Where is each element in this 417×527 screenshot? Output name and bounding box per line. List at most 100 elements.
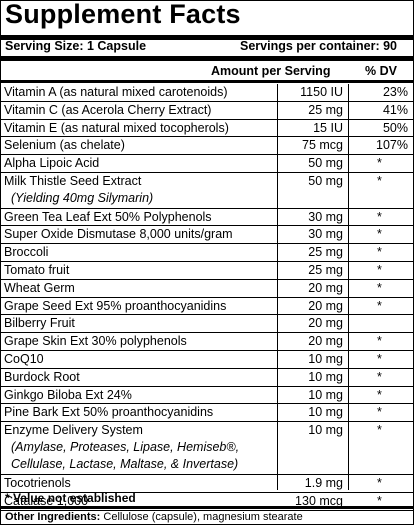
amount-header: Amount per Serving — [211, 64, 331, 78]
other-ingredients-label: Other Ingredients: — [5, 511, 101, 523]
table-row: Broccoli 25 mg * — [1, 244, 413, 262]
table-row: CoQ10 10 mg * — [1, 351, 413, 369]
nutrient-dv: * — [377, 245, 382, 260]
nutrient-name: Vitamin E (as natural mixed tocopherols) — [4, 120, 229, 135]
nutrient-dv: * — [377, 405, 382, 420]
nutrient-name: Catalase 1,000 — [4, 493, 89, 508]
nutrient-name: CoQ10 — [4, 351, 44, 366]
nutrient-dv: * — [377, 369, 382, 384]
header-divider — [1, 80, 413, 83]
table-row: Vitamin C (as Acerola Cherry Extract) 25 … — [1, 102, 413, 120]
table-row: Selenium (as chelate) 75 mcg 107% — [1, 137, 413, 156]
table-row: Tocotrienols 1.9 mg * — [1, 475, 413, 493]
nutrient-amount: 20 mg — [308, 298, 343, 313]
serving-size: Serving Size: 1 Capsule — [5, 39, 147, 53]
footnote-divider — [1, 506, 413, 509]
nutrient-name: Ginkgo Biloba Ext 24% — [4, 387, 132, 402]
nutrient-dv: * — [377, 298, 382, 313]
nutrient-name: Green Tea Leaf Ext 50% Polyphenols — [4, 209, 212, 224]
nutrient-dv: 23% — [382, 85, 408, 99]
nutrient-amount: 10 mg — [308, 351, 343, 366]
nutrient-amount: 25 mg — [308, 102, 343, 117]
table-row: Bilberry Fruit 20 mg — [1, 315, 413, 334]
nutrient-amount: 130 mcg — [295, 493, 343, 508]
title-divider — [1, 35, 413, 40]
nutrient-name: Grape Seed Ext 95% proanthocyanidins — [4, 298, 227, 313]
nutrient-amount: 75 mcg — [302, 138, 343, 153]
table-row: Milk Thistle Seed Extract (Yielding 40mg … — [1, 173, 413, 209]
nutrient-dv: * — [377, 387, 382, 402]
table-row: Wheat Germ 20 mg * — [1, 280, 413, 298]
table-row: Green Tea Leaf Ext 50% Polyphenols 30 mg * — [1, 209, 413, 227]
nutrient-name: Broccoli — [4, 245, 49, 260]
nutrient-name: Pine Bark Ext 50% proanthocyanidins — [4, 405, 214, 420]
nutrient-name: Super Oxide Dismutase 8,000 units/gram — [4, 227, 233, 242]
other-ingredients-text: Cellulose (capsule), magnesium stearate — [100, 511, 303, 523]
nutrient-name: Wheat Germ — [4, 280, 75, 295]
nutrient-table: Vitamin A (as natural mixed carotenoids)… — [1, 84, 413, 511]
other-ingredients: Other Ingredients: Cellulose (capsule), … — [5, 511, 303, 523]
nutrient-dv: * — [377, 280, 382, 295]
nutrient-amount: 30 mg — [308, 209, 343, 224]
nutrient-dv: * — [377, 173, 382, 188]
nutrient-note: (Amylase, Proteases, Lipase, Hemiseb®, — [11, 440, 240, 455]
nutrient-name: Vitamin A (as natural mixed carotenoids) — [4, 85, 228, 99]
nutrient-amount: 25 mg — [308, 262, 343, 277]
nutrient-amount: 50 mg — [308, 173, 343, 188]
nutrient-dv: 50% — [382, 120, 408, 135]
table-row: Alpha Lipoic Acid 50 mg * — [1, 155, 413, 173]
nutrient-amount: 1150 IU — [300, 85, 343, 99]
servings-per-container: Servings per container: 90 — [239, 39, 397, 53]
nutrient-name: Selenium (as chelate) — [4, 138, 125, 153]
table-row: Grape Seed Ext 95% proanthocyanidins 20 m… — [1, 298, 413, 316]
amount-column-divider — [277, 84, 278, 490]
table-row: Vitamin E (as natural mixed tocopherols)… — [1, 120, 413, 138]
nutrient-amount: 20 mg — [308, 334, 343, 349]
table-row: Grape Skin Ext 30% polyphenols 20 mg * — [1, 333, 413, 351]
nutrient-dv: 41% — [382, 102, 408, 117]
nutrient-dv: * — [377, 227, 382, 242]
nutrient-amount: 15 IU — [313, 120, 343, 135]
nutrient-name: Alpha Lipoic Acid — [4, 156, 100, 171]
table-row: Catalase 1,000 130 mcg * — [1, 493, 413, 511]
nutrient-dv: 107% — [376, 138, 408, 153]
nutrient-amount: 20 mg — [308, 280, 343, 295]
dv-header: % DV — [365, 64, 397, 78]
table-row: Enzyme Delivery System (Amylase, Protease… — [1, 422, 413, 476]
dv-column-divider — [348, 84, 349, 490]
nutrient-dv: * — [377, 423, 382, 438]
column-header: Amount per Serving % DV — [1, 61, 413, 80]
footnote: * Value not established — [5, 491, 136, 505]
nutrient-dv: * — [377, 209, 382, 224]
table-row: Ginkgo Biloba Ext 24% 10 mg * — [1, 387, 413, 405]
table-row: Pine Bark Ext 50% proanthocyanidins 10 mg… — [1, 404, 413, 423]
nutrient-name: Bilberry Fruit — [4, 316, 75, 331]
nutrient-name: Enzyme Delivery System — [4, 423, 143, 438]
nutrient-dv: * — [377, 262, 382, 277]
nutrient-name: Tomato fruit — [4, 262, 70, 277]
nutrient-note: (Yielding 40mg Silymarin) — [11, 190, 154, 205]
nutrient-amount: 10 mg — [308, 423, 343, 438]
nutrient-amount: 10 mg — [308, 405, 343, 420]
table-row: Burdock Root 10 mg * — [1, 369, 413, 387]
nutrient-name: Burdock Root — [4, 369, 80, 384]
nutrient-amount: 50 mg — [308, 156, 343, 171]
nutrient-amount: 20 mg — [308, 316, 343, 331]
nutrient-dv: * — [377, 334, 382, 349]
nutrient-dv: * — [377, 476, 382, 491]
nutrient-amount: 10 mg — [308, 387, 343, 402]
nutrient-amount: 10 mg — [308, 369, 343, 384]
nutrient-amount: 1.9 mg — [304, 476, 343, 491]
nutrient-amount: 25 mg — [308, 245, 343, 260]
table-row: Vitamin A (as natural mixed carotenoids)… — [1, 84, 413, 102]
nutrient-name: Grape Skin Ext 30% polyphenols — [4, 334, 187, 349]
nutrient-dv: * — [377, 351, 382, 366]
nutrient-dv: * — [377, 493, 382, 508]
table-row: Tomato fruit 25 mg * — [1, 262, 413, 280]
nutrient-amount: 30 mg — [308, 227, 343, 242]
nutrient-name: Vitamin C (as Acerola Cherry Extract) — [4, 102, 212, 117]
nutrient-dv: * — [377, 156, 382, 171]
nutrient-note: Cellulase, Lactase, Maltase, & Invertase… — [11, 457, 239, 472]
serving-divider — [1, 56, 413, 61]
